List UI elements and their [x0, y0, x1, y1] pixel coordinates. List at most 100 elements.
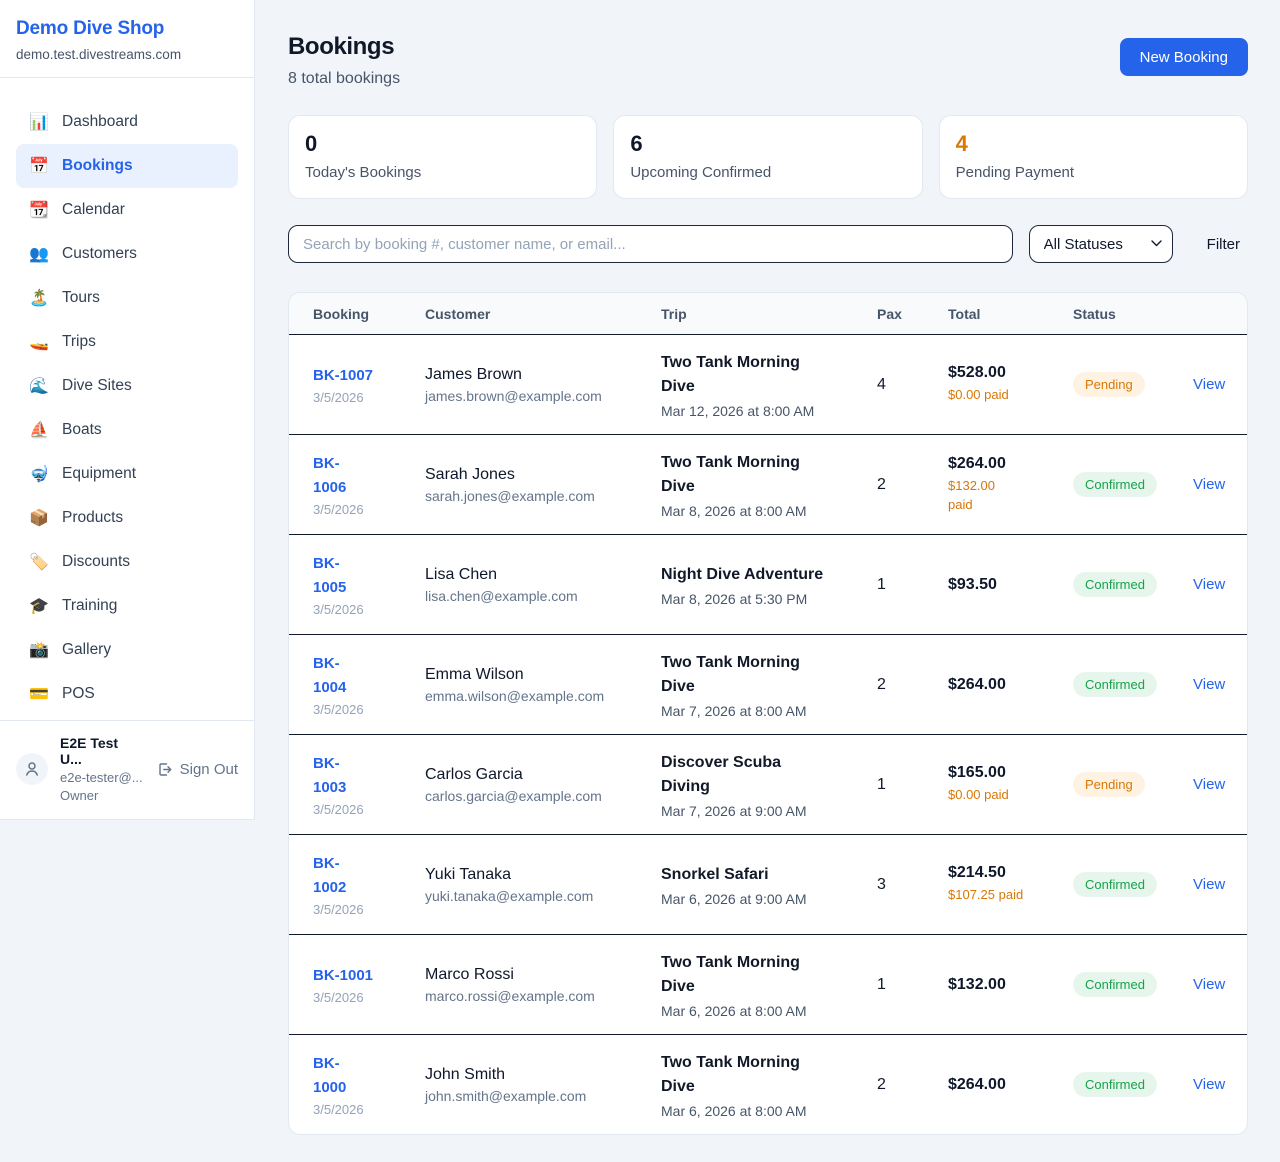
sidebar-item-tours[interactable]: 🏝️ Tours — [16, 276, 238, 320]
sidebar-item-discounts[interactable]: 🏷️ Discounts — [16, 540, 238, 584]
customer-email: john.smith@example.com — [425, 1087, 587, 1104]
search-input[interactable] — [288, 225, 1013, 263]
stat-label: Upcoming Confirmed — [630, 164, 772, 182]
trip-datetime: Mar 6, 2026 at 8:00 AM — [661, 1002, 807, 1019]
trip-name: Discover Scuba Diving — [661, 753, 782, 795]
sidebar-item-training[interactable]: 🎓 Training — [16, 584, 238, 628]
customer-name: Sarah Jones — [425, 465, 515, 483]
sidebar-item-products[interactable]: 📦 Products — [16, 496, 238, 540]
sidebar-item-label: POS — [62, 685, 95, 702]
customer-cell: James Brown james.brown@example.com — [425, 366, 661, 404]
view-link[interactable]: View — [1193, 676, 1226, 693]
total-cell: $93.50 — [948, 576, 1073, 594]
booking-id-link[interactable]: BK- 1005 — [313, 555, 347, 596]
status-cell: Confirmed — [1073, 472, 1193, 497]
booking-id-link[interactable]: BK-1001 — [313, 967, 374, 984]
sidebar-item-label: Tours — [62, 289, 100, 306]
status-filter-wrap: All Statuses — [1028, 225, 1173, 263]
booking-id-link[interactable]: BK- 1004 — [313, 655, 347, 696]
booking-cell: BK- 1006 3/5/2026 — [313, 452, 425, 517]
sidebar-item-bookings[interactable]: 📅 Bookings — [16, 144, 238, 188]
status-badge: Confirmed — [1073, 1072, 1157, 1097]
user-role: Owner — [60, 788, 99, 803]
trip-datetime: Mar 8, 2026 at 5:30 PM — [661, 590, 808, 607]
paid-amount: $0.00 paid — [948, 387, 1009, 403]
status-badge: Confirmed — [1073, 472, 1157, 497]
trip-datetime: Mar 6, 2026 at 8:00 AM — [661, 1102, 807, 1119]
sign-out-button[interactable]: Sign Out — [156, 761, 238, 778]
booking-id-link[interactable]: BK- 1000 — [313, 1055, 347, 1096]
booking-date: 3/5/2026 — [313, 902, 364, 917]
sidebar-item-dive-sites[interactable]: 🌊 Dive Sites — [16, 364, 238, 408]
trip-name: Two Tank Morning Dive — [661, 953, 800, 995]
status-cell: Pending — [1073, 372, 1193, 397]
customer-email: sarah.jones@example.com — [425, 487, 595, 504]
sidebar-item-pos[interactable]: 💳 POS — [16, 672, 238, 716]
column-header-status: Status — [1073, 305, 1116, 322]
sidebar-item-dashboard[interactable]: 📊 Dashboard — [16, 100, 238, 144]
filter-button[interactable]: Filter — [1199, 228, 1248, 261]
column-header-trip: Trip — [661, 305, 687, 322]
status-badge: Pending — [1073, 772, 1145, 797]
status-filter-select[interactable]: All Statuses — [1028, 225, 1173, 263]
tearoff-calendar-icon: 📆 — [29, 202, 49, 219]
brand-name: Demo Dive Shop — [16, 18, 165, 39]
customer-cell: Yuki Tanaka yuki.tanaka@example.com — [425, 866, 661, 904]
view-link[interactable]: View — [1193, 976, 1226, 993]
avatar — [16, 753, 48, 785]
view-link[interactable]: View — [1193, 776, 1226, 793]
total-amount: $528.00 — [948, 364, 1006, 382]
view-link[interactable]: View — [1193, 376, 1226, 393]
booking-id-link[interactable]: BK- 1006 — [313, 455, 347, 496]
paid-amount: $0.00 paid — [948, 787, 1009, 803]
customer-email: marco.rossi@example.com — [425, 987, 595, 1004]
new-booking-button[interactable]: New Booking — [1119, 38, 1248, 76]
booking-id-link[interactable]: BK- 1002 — [313, 855, 347, 896]
booking-id-link[interactable]: BK-1007 — [313, 367, 374, 384]
app-root: Demo Dive Shop demo.test.divestreams.com… — [0, 0, 1248, 1135]
sidebar-item-equipment[interactable]: 🤿 Equipment — [16, 452, 238, 496]
sidebar-item-boats[interactable]: ⛵ Boats — [16, 408, 238, 452]
page-subtitle: 8 total bookings — [288, 70, 401, 87]
sidebar-item-trips[interactable]: 🚤 Trips — [16, 320, 238, 364]
brand-box: Demo Dive Shop demo.test.divestreams.com — [0, 0, 254, 78]
customer-name: John Smith — [425, 1065, 506, 1083]
trip-name: Two Tank Morning Dive — [661, 1053, 800, 1095]
sidebar-item-label: Trips — [62, 333, 96, 350]
sidebar-item-customers[interactable]: 👥 Customers — [16, 232, 238, 276]
sidebar-item-label: Calendar — [62, 201, 125, 218]
page-title: Bookings — [288, 33, 395, 60]
booking-cell: BK-1001 3/5/2026 — [313, 964, 425, 1005]
column-header-pax: Pax — [877, 305, 902, 322]
customer-name: Marco Rossi — [425, 965, 514, 983]
trip-cell: Two Tank Morning Dive Mar 7, 2026 at 8:0… — [661, 651, 877, 719]
column-header-customer: Customer — [425, 305, 491, 322]
trip-datetime: Mar 8, 2026 at 8:00 AM — [661, 502, 807, 519]
sidebar-item-calendar[interactable]: 📆 Calendar — [16, 188, 238, 232]
customer-name: Emma Wilson — [425, 665, 524, 683]
view-link[interactable]: View — [1193, 576, 1226, 593]
pax-count: 2 — [877, 1075, 886, 1093]
trip-name: Two Tank Morning Dive — [661, 653, 800, 695]
sign-out-icon — [158, 762, 172, 776]
booking-date: 3/5/2026 — [313, 1102, 364, 1117]
view-link[interactable]: View — [1193, 476, 1226, 493]
status-badge: Confirmed — [1073, 872, 1157, 897]
booking-date: 3/5/2026 — [313, 702, 364, 717]
user-name: E2E Test U... — [60, 735, 119, 767]
status-cell: Confirmed — [1073, 972, 1193, 997]
status-cell: Confirmed — [1073, 872, 1193, 897]
view-link[interactable]: View — [1193, 876, 1226, 893]
view-link[interactable]: View — [1193, 1076, 1226, 1093]
table-row: BK- 1002 3/5/2026 Yuki Tanaka yuki.tanaka… — [289, 834, 1247, 934]
sidebar-item-label: Dive Sites — [62, 377, 132, 394]
trip-cell: Night Dive Adventure Mar 8, 2026 at 5:30… — [661, 563, 877, 607]
table-row: BK- 1005 3/5/2026 Lisa Chen lisa.chen@exa… — [289, 534, 1247, 634]
diving-mask-icon: 🤿 — [29, 466, 49, 483]
customer-email: lisa.chen@example.com — [425, 587, 578, 604]
booking-id-link[interactable]: BK- 1003 — [313, 755, 347, 796]
sidebar-item-gallery[interactable]: 📸 Gallery — [16, 628, 238, 672]
total-cell: $264.00 $132.00 paid — [948, 455, 1073, 515]
sidebar: Demo Dive Shop demo.test.divestreams.com… — [0, 0, 255, 820]
total-amount: $264.00 — [948, 675, 1006, 693]
